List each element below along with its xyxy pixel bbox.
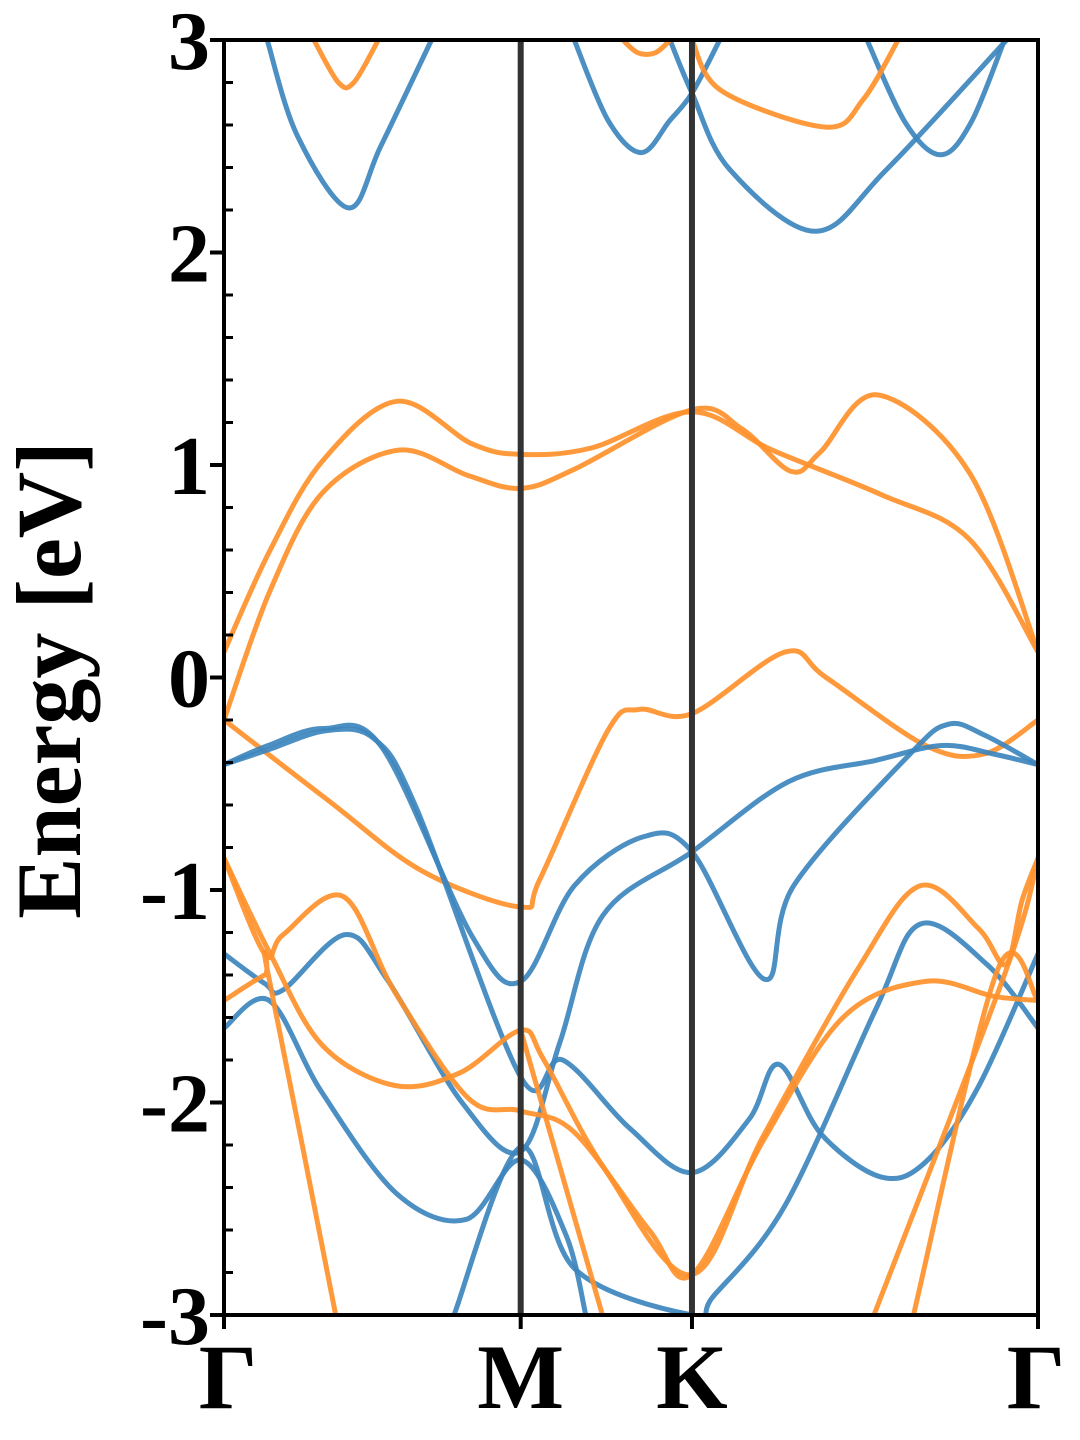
y-tick-label: 2 — [168, 208, 210, 301]
band-orange-16 — [224, 855, 1038, 1278]
band-orange-6 — [620, 40, 673, 57]
band-blue-13 — [224, 742, 1038, 1156]
band-orange-18 — [224, 949, 339, 1315]
y-tick-labels: 3 2 1 0 -1 -2 -3 — [140, 0, 210, 1363]
band-lines — [224, 40, 1038, 1315]
band-orange-20 — [871, 855, 1038, 1315]
y-tick-label: -3 — [140, 1270, 210, 1363]
y-axis-label: Energy [eV] — [0, 441, 100, 919]
band-orange-9 — [224, 392, 1038, 723]
band-orange-21 — [911, 950, 1038, 1315]
band-orange-7 — [689, 40, 901, 130]
band-blue-11 — [224, 720, 1038, 987]
band-orange-10 — [224, 648, 1038, 910]
y-tick-label: 3 — [168, 0, 210, 88]
axis-ticks — [210, 38, 1040, 1329]
y-tick-label: 0 — [168, 633, 210, 726]
y-tick-label: -2 — [140, 1058, 210, 1151]
x-tick-label-3: K — [656, 1326, 728, 1428]
band-blue-15 — [451, 920, 1038, 1315]
plot-frame — [222, 38, 1040, 1317]
band-orange-8 — [224, 398, 1038, 655]
x-tick-label-2: M — [477, 1326, 564, 1428]
band-blue-3 — [667, 40, 1010, 234]
band-blue-12 — [224, 726, 1038, 1182]
high-symmetry-lines — [517, 40, 695, 1315]
x-tick-label-1: Γ — [199, 1326, 258, 1428]
x-tick-label-4: Γ — [1007, 1326, 1066, 1428]
band-orange-5 — [311, 40, 381, 91]
band-orange-19 — [518, 1027, 605, 1315]
band-blue-4 — [864, 40, 1007, 158]
band-blue-1 — [264, 40, 434, 211]
y-tick-label: 1 — [168, 420, 210, 513]
y-tick-label: -1 — [140, 845, 210, 938]
band-blue-14 — [224, 996, 589, 1315]
band-orange-17 — [224, 855, 1038, 1281]
